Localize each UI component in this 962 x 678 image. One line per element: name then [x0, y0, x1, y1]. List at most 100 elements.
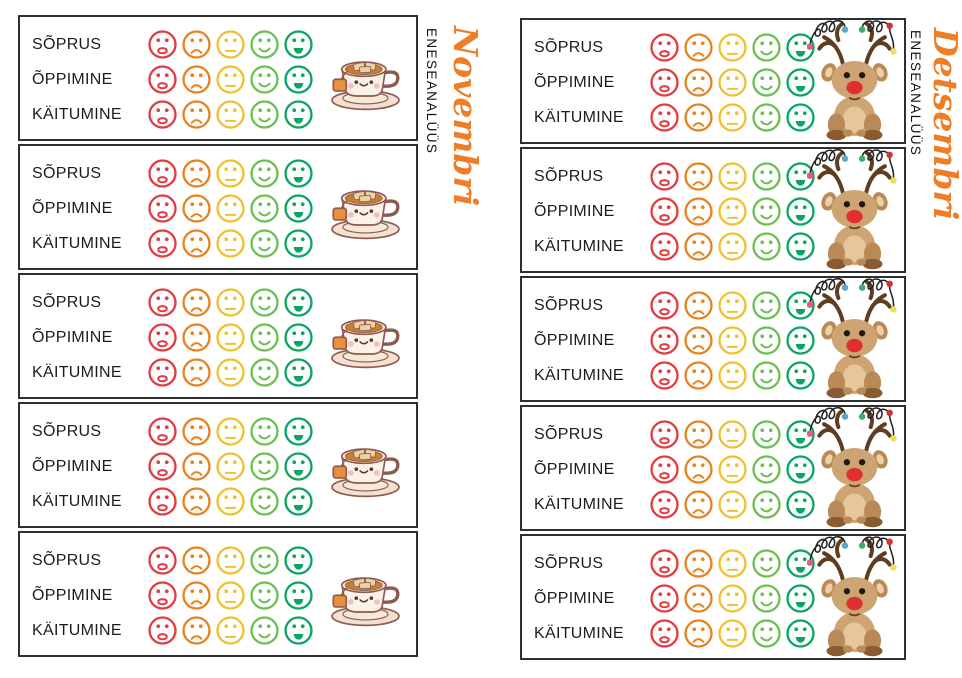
teacup-image	[322, 170, 414, 244]
sad-face-icon	[181, 193, 212, 224]
neutral-face-icon	[717, 290, 748, 321]
reindeer-image	[806, 146, 902, 270]
rating-row: ÕPPIMINE	[32, 449, 416, 484]
rating-row: ÕPPIMINE	[32, 320, 416, 355]
happy-face-icon	[751, 618, 782, 649]
rating-scale	[649, 618, 816, 649]
very-sad-face-icon	[649, 454, 680, 485]
sad-face-icon	[181, 158, 212, 189]
sad-face-icon	[683, 325, 714, 356]
very-sad-face-icon	[147, 29, 178, 60]
very-happy-face-icon	[283, 416, 314, 447]
very-happy-face-icon	[283, 99, 314, 130]
rating-scale	[147, 416, 314, 447]
very-happy-face-icon	[785, 548, 816, 579]
rating-row: ÕPPIMINE	[32, 191, 416, 226]
happy-face-icon	[751, 419, 782, 450]
very-happy-face-icon	[283, 580, 314, 611]
rating-row-label: ÕPPIMINE	[534, 589, 615, 607]
assessment-card: SÕPRUS ÕPPIMINE	[520, 18, 906, 144]
sad-face-icon	[181, 580, 212, 611]
very-sad-face-icon	[649, 419, 680, 450]
very-sad-face-icon	[649, 290, 680, 321]
very-happy-face-icon	[785, 583, 816, 614]
very-sad-face-icon	[147, 193, 178, 224]
happy-face-icon	[751, 489, 782, 520]
very-sad-face-icon	[649, 618, 680, 649]
very-happy-face-icon	[283, 486, 314, 517]
sad-face-icon	[683, 618, 714, 649]
rating-row: SÕPRUS	[32, 27, 416, 62]
neutral-face-icon	[717, 32, 748, 63]
very-happy-face-icon	[283, 29, 314, 60]
rating-row-label: ÕPPIMINE	[32, 328, 113, 346]
rating-row: SÕPRUS	[534, 159, 904, 194]
very-sad-face-icon	[649, 489, 680, 520]
rating-row-label: SÕPRUS	[534, 38, 604, 56]
rating-row-label: SÕPRUS	[534, 296, 604, 314]
assessment-card: SÕPRUS ÕPPIMINE	[18, 144, 418, 270]
very-sad-face-icon	[649, 161, 680, 192]
side-title-detsember: ENESEANALÜÜS	[908, 30, 923, 157]
rating-row-label: KÄITUMINE	[32, 105, 122, 123]
very-happy-face-icon	[785, 489, 816, 520]
rating-row-label: KÄITUMINE	[534, 624, 624, 642]
happy-face-icon	[751, 196, 782, 227]
happy-face-icon	[751, 67, 782, 98]
sad-face-icon	[683, 454, 714, 485]
happy-face-icon	[751, 548, 782, 579]
sad-face-icon	[181, 64, 212, 95]
assessment-card: SÕPRUS ÕPPIMINE	[18, 531, 418, 657]
neutral-face-icon	[717, 454, 748, 485]
rating-row: SÕPRUS	[534, 288, 904, 323]
card-column-detsember: SÕPRUS ÕPPIMINE	[520, 18, 906, 660]
very-sad-face-icon	[147, 228, 178, 259]
very-sad-face-icon	[649, 548, 680, 579]
assessment-card: SÕPRUS ÕPPIMINE	[520, 147, 906, 273]
sad-face-icon	[683, 231, 714, 262]
rating-scale	[147, 486, 314, 517]
very-happy-face-icon	[283, 615, 314, 646]
rating-row-label: KÄITUMINE	[534, 237, 624, 255]
rating-scale	[649, 360, 816, 391]
rating-row: KÄITUMINE	[534, 100, 904, 135]
very-sad-face-icon	[649, 360, 680, 391]
neutral-face-icon	[717, 583, 748, 614]
rating-row: ÕPPIMINE	[32, 62, 416, 97]
rating-row: KÄITUMINE	[32, 226, 416, 261]
rating-scale	[147, 193, 314, 224]
rating-row: SÕPRUS	[32, 414, 416, 449]
rating-scale	[147, 451, 314, 482]
very-happy-face-icon	[283, 545, 314, 576]
rating-row: SÕPRUS	[32, 156, 416, 191]
sad-face-icon	[181, 322, 212, 353]
side-title-november: ENESEANALÜÜS	[424, 28, 439, 155]
rating-row: SÕPRUS	[534, 30, 904, 65]
rating-row: ÕPPIMINE	[534, 65, 904, 100]
sad-face-icon	[683, 360, 714, 391]
sad-face-icon	[181, 29, 212, 60]
neutral-face-icon	[215, 193, 246, 224]
very-sad-face-icon	[649, 196, 680, 227]
happy-face-icon	[249, 99, 280, 130]
very-sad-face-icon	[147, 287, 178, 318]
very-happy-face-icon	[785, 419, 816, 450]
very-happy-face-icon	[785, 231, 816, 262]
rating-row: KÄITUMINE	[32, 355, 416, 390]
neutral-face-icon	[215, 322, 246, 353]
sad-face-icon	[683, 102, 714, 133]
rating-row: KÄITUMINE	[534, 358, 904, 393]
sad-face-icon	[683, 548, 714, 579]
rating-scale	[649, 231, 816, 262]
reindeer-image	[806, 275, 902, 399]
neutral-face-icon	[215, 228, 246, 259]
rating-row-label: ÕPPIMINE	[32, 457, 113, 475]
very-happy-face-icon	[785, 196, 816, 227]
rating-row: KÄITUMINE	[534, 487, 904, 522]
sad-face-icon	[181, 615, 212, 646]
rating-row-label: ÕPPIMINE	[32, 199, 113, 217]
neutral-face-icon	[215, 357, 246, 388]
rating-scale	[649, 290, 816, 321]
reindeer-image	[806, 17, 902, 141]
